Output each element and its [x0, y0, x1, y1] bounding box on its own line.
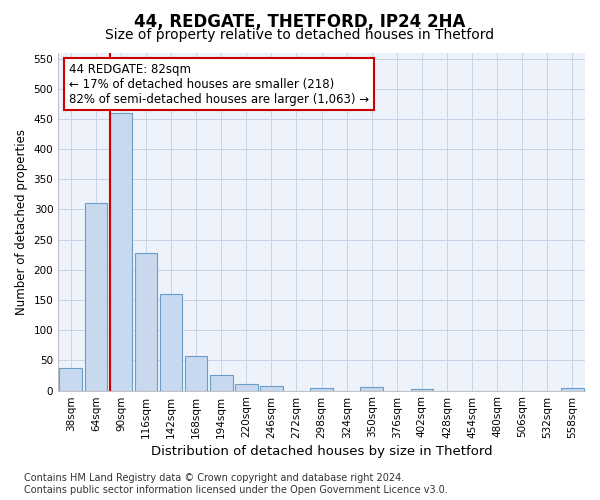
Bar: [134, 253, 157, 390]
Text: Contains HM Land Registry data © Crown copyright and database right 2024.
Contai: Contains HM Land Registry data © Crown c…: [24, 474, 448, 495]
Bar: [110, 113, 132, 390]
Bar: [260, 386, 283, 390]
Bar: [59, 368, 82, 390]
Text: 44 REDGATE: 82sqm
← 17% of detached houses are smaller (218)
82% of semi-detache: 44 REDGATE: 82sqm ← 17% of detached hous…: [69, 62, 369, 106]
Bar: [410, 389, 433, 390]
Bar: [361, 387, 383, 390]
Y-axis label: Number of detached properties: Number of detached properties: [15, 128, 28, 314]
Bar: [235, 384, 257, 390]
Bar: [210, 376, 233, 390]
Text: 44, REDGATE, THETFORD, IP24 2HA: 44, REDGATE, THETFORD, IP24 2HA: [134, 12, 466, 30]
Bar: [85, 204, 107, 390]
Bar: [160, 294, 182, 390]
Bar: [310, 388, 333, 390]
X-axis label: Distribution of detached houses by size in Thetford: Distribution of detached houses by size …: [151, 444, 493, 458]
Text: Size of property relative to detached houses in Thetford: Size of property relative to detached ho…: [106, 28, 494, 42]
Bar: [185, 356, 208, 390]
Bar: [561, 388, 584, 390]
